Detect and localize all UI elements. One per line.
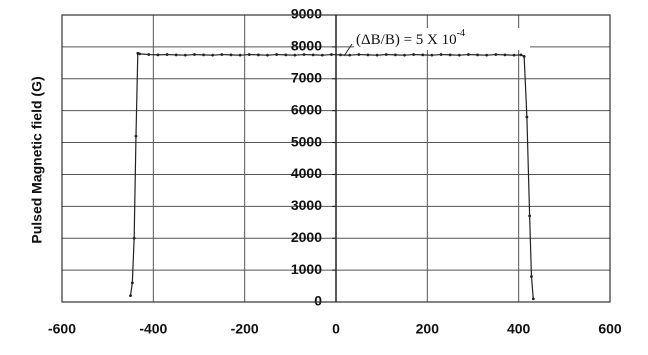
data-point — [393, 53, 397, 57]
y-tick-label: 8000 — [291, 38, 322, 54]
data-point — [412, 53, 416, 56]
data-point — [448, 53, 452, 57]
data-point — [266, 53, 269, 57]
y-tick-label: 5000 — [291, 133, 322, 149]
data-point — [421, 53, 425, 57]
y-tick-label: 6000 — [291, 101, 322, 117]
data-point — [165, 53, 169, 56]
x-tick-label: 400 — [507, 321, 531, 337]
data-point — [494, 53, 498, 56]
data-point — [403, 53, 406, 57]
data-point — [311, 53, 315, 57]
data-point — [330, 53, 333, 56]
y-tick-label: 0 — [314, 293, 322, 309]
data-point — [134, 134, 138, 138]
data-point — [238, 53, 242, 57]
data-point — [247, 53, 251, 56]
data-point — [528, 214, 532, 218]
data-point — [485, 53, 489, 57]
data-point — [211, 53, 215, 57]
annotation-bg — [354, 28, 530, 50]
data-point — [293, 53, 297, 57]
y-tick-label: 4000 — [291, 165, 322, 181]
data-point — [129, 294, 132, 298]
data-point — [229, 53, 233, 57]
data-point — [384, 53, 388, 56]
y-tick-label: 2000 — [291, 229, 322, 245]
data-point — [348, 53, 352, 57]
data-point — [357, 53, 361, 56]
data-point — [519, 53, 523, 57]
data-point — [275, 53, 279, 56]
data-point — [522, 55, 526, 58]
x-tick-label: -400 — [139, 321, 167, 337]
data-point — [132, 236, 136, 240]
data-point — [457, 53, 461, 57]
y-tick-label: 9000 — [291, 6, 322, 22]
data-point — [302, 53, 306, 56]
data-point — [147, 53, 151, 56]
data-point — [156, 53, 160, 57]
data-point — [202, 53, 205, 57]
data-line — [129, 52, 534, 299]
y-axis-label: Pulsed Magnetic field (G) — [29, 76, 45, 243]
data-point — [320, 53, 324, 57]
data-point — [183, 53, 187, 57]
y-tick-label: 3000 — [291, 197, 322, 213]
x-tick-label: 600 — [598, 321, 622, 337]
data-point — [220, 53, 224, 56]
data-point — [193, 53, 196, 56]
data-point — [531, 297, 535, 301]
x-tick-label: -600 — [48, 321, 76, 337]
data-point — [503, 53, 507, 57]
data-point — [439, 53, 443, 56]
data-point — [476, 53, 479, 57]
x-tick-label: 200 — [416, 321, 440, 337]
data-point — [130, 281, 134, 285]
data-point — [256, 53, 260, 57]
annotation-text: (ΔB/B) = 5 X 10 — [356, 32, 457, 48]
data-point — [467, 53, 470, 56]
x-tick-label: -200 — [231, 321, 259, 337]
data-point — [174, 53, 178, 57]
data-point — [339, 53, 342, 57]
x-tick-label: 0 — [332, 321, 340, 337]
y-tick-label: 1000 — [291, 261, 322, 277]
data-point — [530, 275, 533, 278]
data-point — [525, 115, 529, 119]
data-point — [138, 52, 142, 56]
data-point — [284, 53, 288, 57]
annotation: (ΔB/B) = 5 X 10-4 — [356, 28, 465, 48]
data-point — [375, 53, 379, 57]
y-tick-label: 7000 — [291, 69, 322, 85]
data-point — [512, 53, 516, 57]
annotation-pointer — [343, 43, 353, 57]
data-point — [430, 53, 434, 57]
data-point — [366, 53, 370, 57]
annotation-exponent: -4 — [457, 28, 465, 39]
